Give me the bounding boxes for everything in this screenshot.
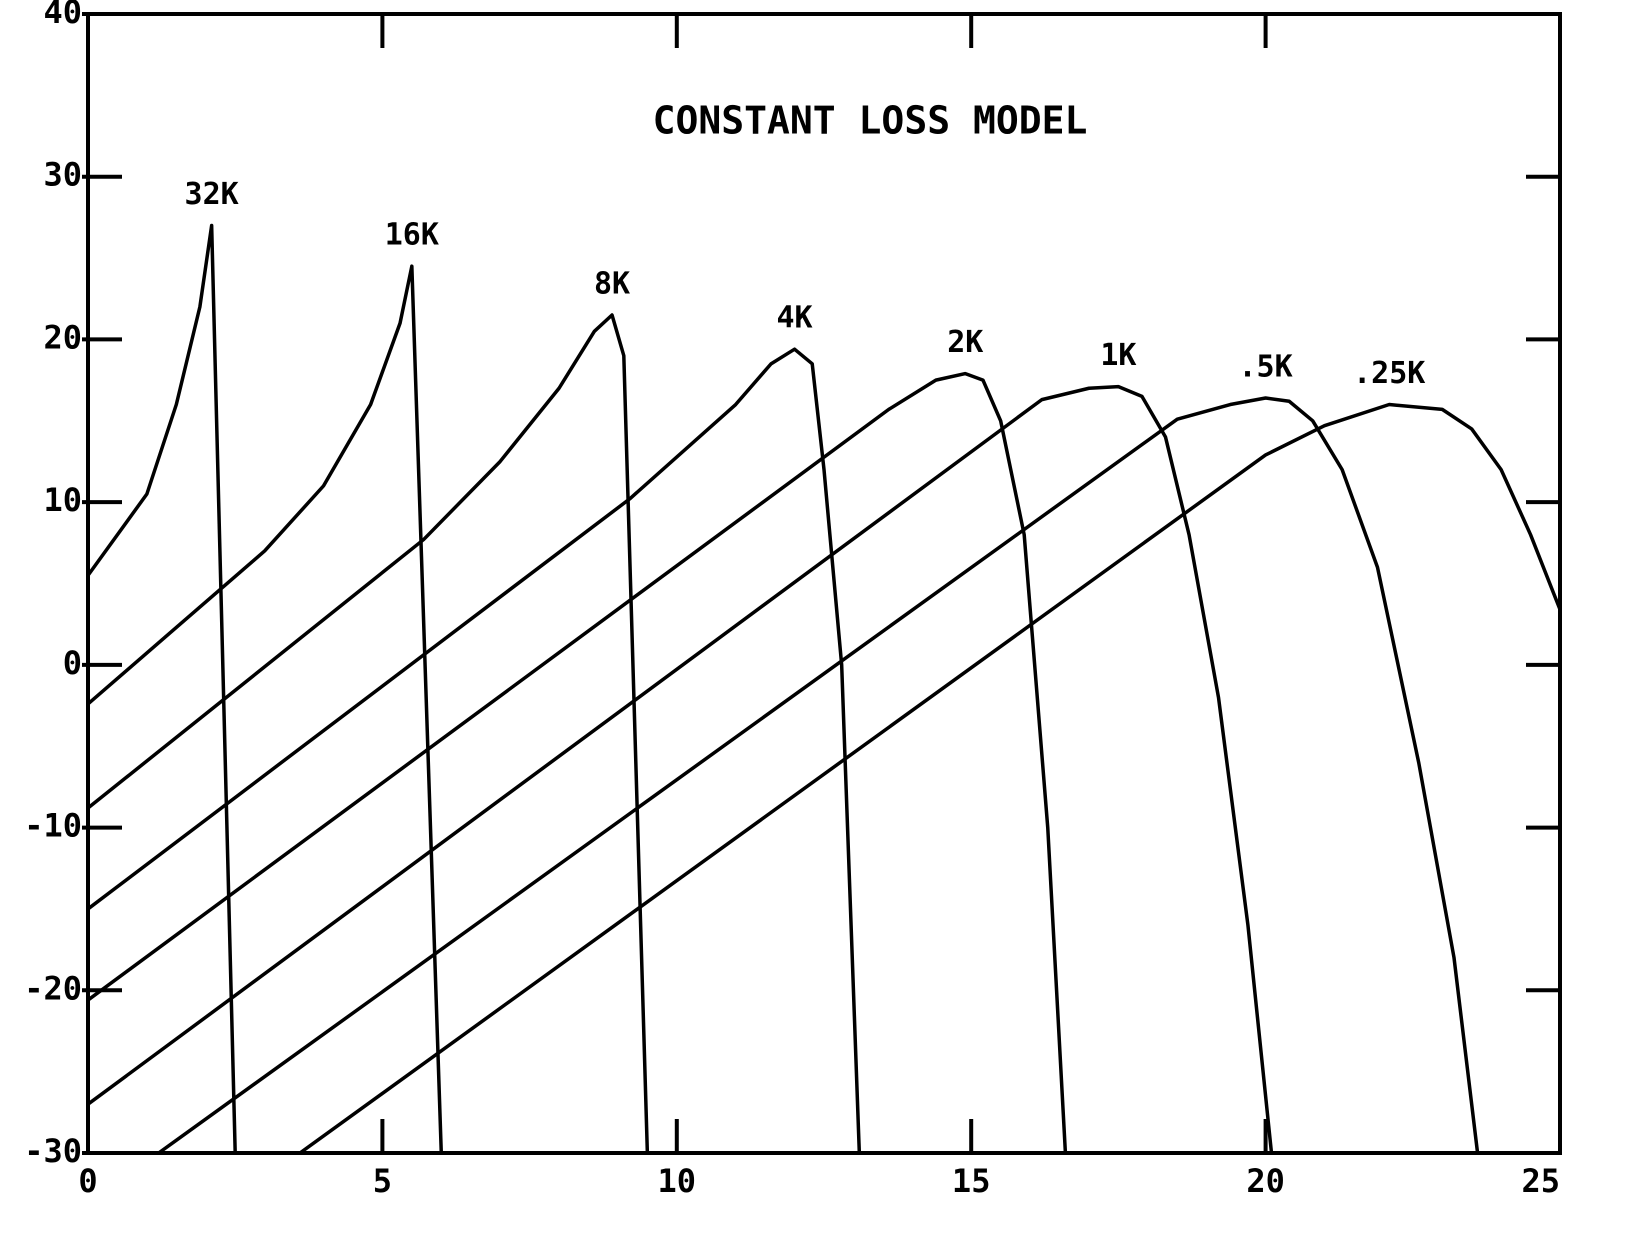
series-label: 2K <box>947 325 983 360</box>
series-line <box>86 371 1068 1154</box>
y-tick-label: 20 <box>43 318 82 356</box>
y-tick-label: 40 <box>43 0 82 31</box>
y-tick-label: 30 <box>43 156 82 194</box>
y-tick-label: 0 <box>63 644 82 682</box>
chart-title: CONSTANT LOSS MODEL <box>653 99 1088 143</box>
series-line <box>86 313 650 1154</box>
series-label: .5K <box>1239 350 1293 385</box>
x-tick-label: 0 <box>78 1162 97 1200</box>
series-label: 32K <box>185 177 239 212</box>
x-tick-label: 10 <box>658 1162 697 1200</box>
y-tick-label: 10 <box>43 481 82 519</box>
x-tick-label: 15 <box>952 1162 991 1200</box>
y-tick-label: -10 <box>24 807 82 845</box>
plot-frame <box>86 12 1562 1155</box>
series-line <box>298 402 1562 1155</box>
series-line <box>86 347 862 1154</box>
series-line <box>86 384 1274 1154</box>
x-tick-label: 5 <box>373 1162 392 1200</box>
series-label: 4K <box>776 301 812 336</box>
series-line <box>86 264 444 1154</box>
series-label: 8K <box>594 267 630 302</box>
series-label: 1K <box>1100 338 1136 373</box>
series-line <box>157 396 1480 1155</box>
y-tick-label: -30 <box>24 1132 82 1170</box>
x-tick-label: 20 <box>1246 1162 1285 1200</box>
series-label: 16K <box>385 218 439 253</box>
x-tick-label: 25 <box>1521 1162 1560 1200</box>
series-label: .25K <box>1353 356 1425 391</box>
series-line <box>86 223 237 1154</box>
y-tick-label: -20 <box>24 969 82 1007</box>
